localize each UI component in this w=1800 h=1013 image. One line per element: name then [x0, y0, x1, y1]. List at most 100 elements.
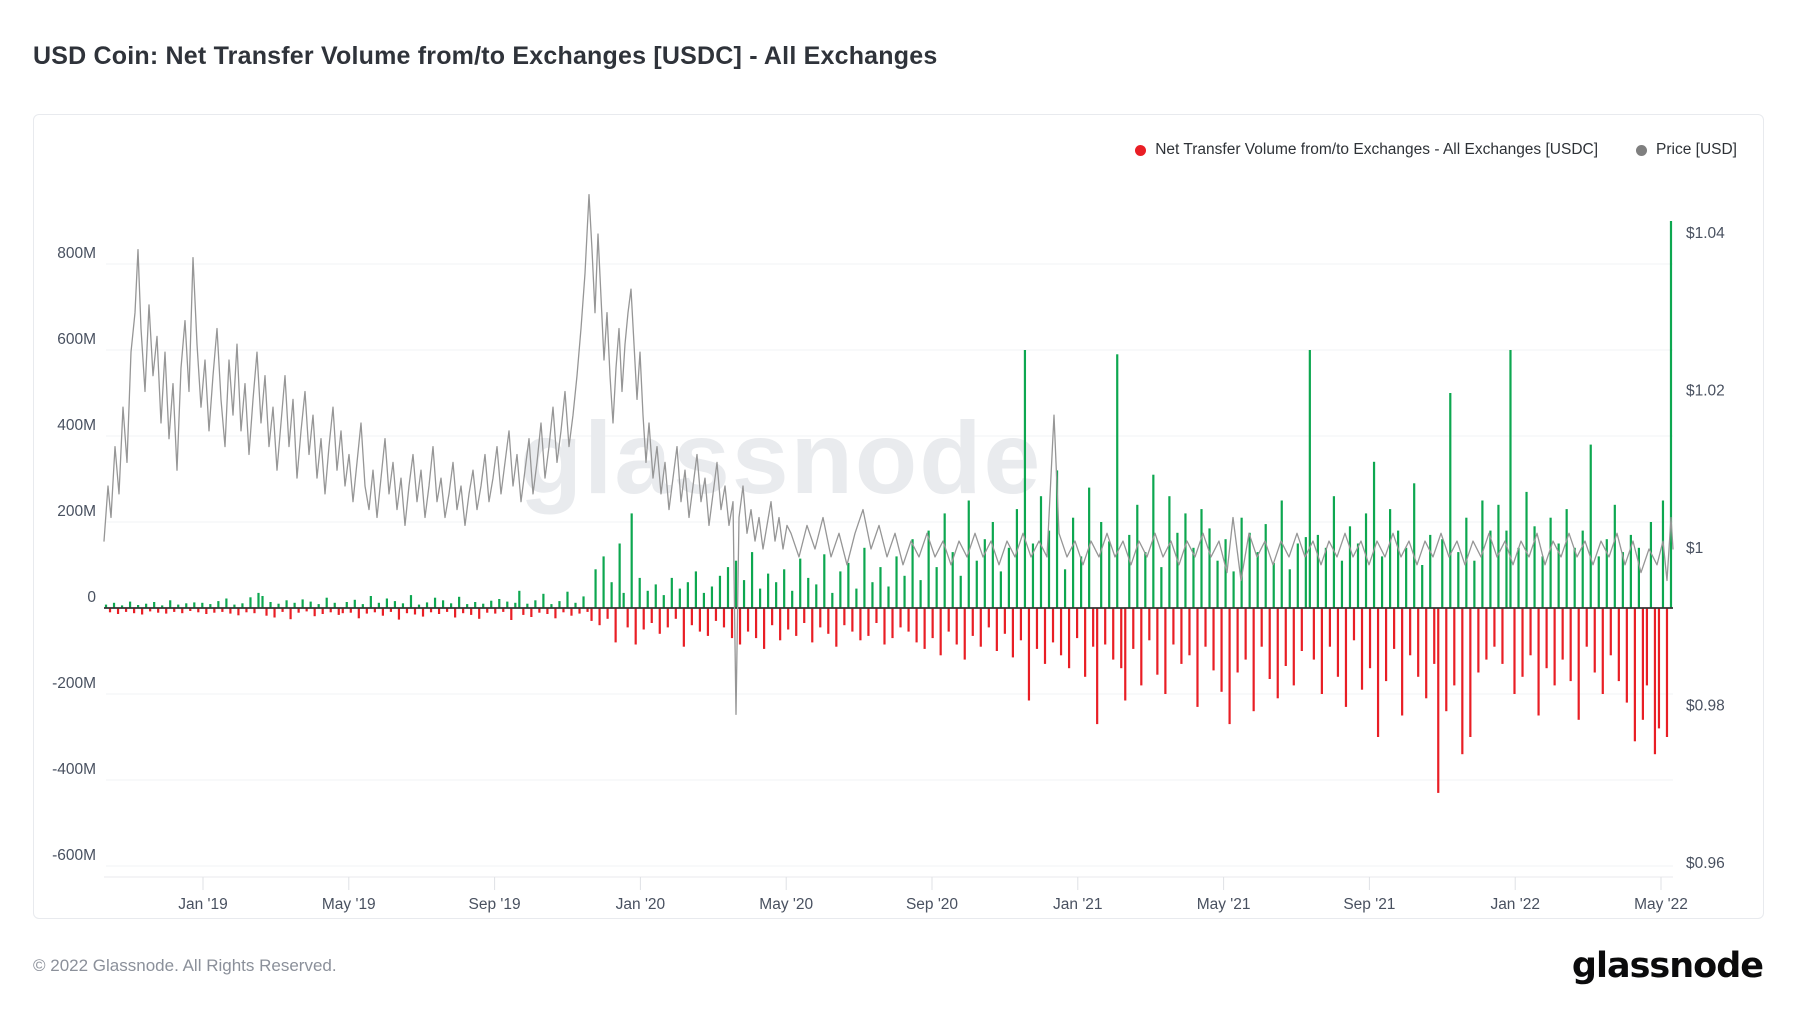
- right-axis-labels: $1.04 $1.02 $1 $0.98 $0.96: [1686, 225, 1725, 872]
- volume-bar: [369, 596, 372, 608]
- volume-bar: [1128, 534, 1131, 608]
- volume-bar: [883, 608, 886, 645]
- volume-bar: [558, 601, 561, 608]
- volume-bar: [317, 604, 320, 608]
- volume-bar: [995, 608, 998, 651]
- volume-bar: [1653, 608, 1657, 755]
- volume-bar: [478, 608, 481, 619]
- volume-bar: [586, 608, 589, 612]
- volume-bar: [1104, 608, 1107, 645]
- x-tick-label: Jan '20: [616, 896, 666, 913]
- volume-bar: [153, 602, 156, 608]
- volume-bar: [169, 600, 172, 608]
- volume-bar: [209, 604, 212, 608]
- volume-bar: [1204, 608, 1207, 647]
- volume-bar: [1617, 608, 1620, 682]
- volume-bar: [1645, 608, 1649, 686]
- volume-bar: [811, 608, 814, 643]
- volume-bar: [437, 608, 441, 614]
- volume-bar: [133, 608, 136, 614]
- volume-bar: [1549, 517, 1552, 608]
- chart-canvas[interactable]: glassnode Jan '19 May '19 Sep '19 Jan '20 May…: [34, 115, 1763, 918]
- volume-bar: [1176, 532, 1179, 609]
- volume-bar: [189, 608, 192, 611]
- volume-bar: [1352, 608, 1356, 641]
- chart-legend: Net Transfer Volume from/to Exchanges - …: [1135, 141, 1737, 159]
- volume-bar: [911, 539, 914, 608]
- volume-bar: [763, 608, 766, 649]
- volume-bar: [1324, 547, 1327, 608]
- volume-bar: [730, 608, 734, 639]
- volume-bar: [365, 608, 368, 614]
- volume-bar: [698, 608, 701, 632]
- volume-bar: [1581, 530, 1584, 608]
- volume-bar: [823, 554, 826, 609]
- left-axis-label: 400M: [57, 417, 96, 434]
- volume-bar: [1457, 552, 1460, 608]
- volume-bar: [1573, 547, 1576, 608]
- volume-bar: [550, 604, 553, 608]
- volume-bar: [891, 608, 894, 639]
- volume-bar: [646, 590, 649, 608]
- volume-bar: [1031, 543, 1035, 608]
- volume-bar: [1284, 608, 1287, 666]
- x-tick-label: May '22: [1634, 896, 1688, 913]
- volume-bar: [433, 597, 437, 608]
- volume-bar: [1264, 524, 1267, 608]
- volume-bar: [241, 603, 244, 608]
- x-axis: Jan '19 May '19 Sep '19 Jan '20 May '20 Sep '…: [104, 876, 1688, 913]
- volume-bar: [939, 608, 942, 656]
- volume-bar: [690, 608, 693, 626]
- volume-bar: [470, 608, 473, 615]
- volume-bar: [1232, 571, 1235, 608]
- volume-bar: [157, 608, 160, 613]
- volume-bar: [297, 608, 300, 613]
- volume-bar: [670, 577, 673, 608]
- volume-bar: [1288, 569, 1291, 608]
- chart-card: glassnode Jan '19 May '19 Sep '19 Jan '20 May…: [33, 114, 1764, 919]
- volume-bar: [843, 608, 846, 626]
- volume-bar: [1397, 530, 1400, 608]
- volume-bar: [678, 588, 681, 608]
- volume-bar: [1096, 608, 1099, 725]
- volume-bar: [1136, 504, 1139, 608]
- volume-bar: [341, 608, 344, 614]
- volume-bar: [466, 604, 469, 608]
- volume-bar: [201, 602, 204, 608]
- volume-bar: [1312, 608, 1315, 660]
- volume-bar: [425, 602, 429, 608]
- legend-item-0[interactable]: Net Transfer Volume from/to Exchanges - …: [1135, 141, 1598, 159]
- right-axis-label: $1.02: [1686, 383, 1725, 400]
- volume-bar: [578, 608, 581, 614]
- volume-bar: [309, 601, 312, 609]
- volume-bar: [381, 608, 384, 616]
- volume-bar: [718, 575, 722, 609]
- volume-bar: [1453, 608, 1456, 686]
- volume-bar: [1100, 522, 1103, 608]
- volume-bar: [839, 571, 842, 608]
- volume-bar: [353, 599, 356, 608]
- legend-item-1[interactable]: Price [USD]: [1636, 141, 1737, 159]
- volume-bar: [1116, 354, 1119, 608]
- right-axis-label: $0.96: [1686, 855, 1725, 872]
- volume-bar: [510, 608, 513, 620]
- volume-bar: [566, 591, 569, 608]
- volume-bar: [1180, 608, 1183, 664]
- volume-bar: [754, 608, 758, 639]
- volume-bar: [1047, 530, 1051, 608]
- footer: © 2022 Glassnode. All Rights Reserved. g…: [33, 936, 1764, 996]
- volume-bar: [634, 608, 637, 645]
- volume-bar: [819, 608, 822, 628]
- volume-bar: [1585, 608, 1588, 647]
- volume-bar: [618, 543, 621, 608]
- volume-bar: [1437, 608, 1440, 793]
- volume-bar: [177, 604, 180, 608]
- volume-bar: [1051, 608, 1055, 643]
- volume-bar: [1011, 608, 1014, 658]
- volume-bar: [1328, 608, 1332, 647]
- volume-bar: [594, 569, 597, 608]
- volume-bar: [506, 601, 509, 609]
- volume-bar: [229, 608, 232, 614]
- left-axis-label: -600M: [52, 847, 96, 864]
- volume-bar: [1336, 608, 1340, 677]
